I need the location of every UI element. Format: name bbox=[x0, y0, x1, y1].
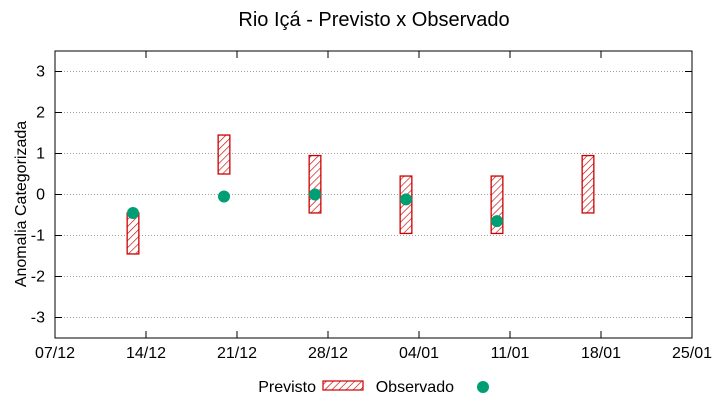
observed-point bbox=[127, 206, 139, 219]
grid-lines bbox=[55, 71, 692, 318]
y-axis: -3 -2 -1 0 1 2 3 bbox=[31, 64, 692, 327]
forecast-range-bar bbox=[308, 154, 322, 214]
y-tick-label: 2 bbox=[36, 105, 45, 122]
chart-marks bbox=[126, 134, 595, 255]
x-tick-label: 04/01 bbox=[399, 345, 439, 362]
y-tick-label: -1 bbox=[31, 228, 45, 245]
x-tick-label: 25/01 bbox=[672, 345, 712, 362]
y-tick-label: 1 bbox=[36, 146, 45, 163]
forecast-range-bar bbox=[581, 154, 595, 214]
x-tick-label: 28/12 bbox=[308, 345, 348, 362]
y-tick-label: -3 bbox=[31, 310, 45, 327]
legend-label-previsto: Previsto bbox=[258, 379, 316, 396]
legend-label-observado: Observado bbox=[376, 379, 454, 396]
observed-point bbox=[400, 193, 412, 206]
x-tick-label: 07/12 bbox=[35, 345, 75, 362]
y-tick-label: -2 bbox=[31, 269, 45, 286]
forecast-range-bar bbox=[217, 134, 231, 175]
legend-swatch-observado bbox=[477, 381, 489, 393]
legend: Previsto Observado bbox=[258, 379, 489, 396]
observed-point bbox=[491, 215, 503, 228]
observed-point bbox=[218, 190, 230, 203]
y-tick-label: 0 bbox=[36, 187, 45, 204]
y-tick-label: 3 bbox=[36, 64, 45, 81]
chart-title: Rio Içá - Previsto x Observado bbox=[238, 9, 509, 31]
x-tick-label: 21/12 bbox=[217, 345, 257, 362]
observed-point bbox=[309, 188, 321, 201]
forecast-range-bar bbox=[490, 175, 504, 235]
x-tick-label: 11/01 bbox=[491, 345, 530, 362]
y-axis-label: Anomalia Categorizada bbox=[13, 121, 30, 287]
x-axis: 07/12 14/12 21/12 28/12 04/01 11/01 18/01 25/01 bbox=[35, 51, 712, 362]
legend-swatch-previsto bbox=[322, 380, 364, 391]
forecast-range-bar bbox=[126, 212, 140, 255]
x-tick-label: 14/12 bbox=[126, 345, 166, 362]
x-tick-label: 18/01 bbox=[581, 345, 621, 362]
